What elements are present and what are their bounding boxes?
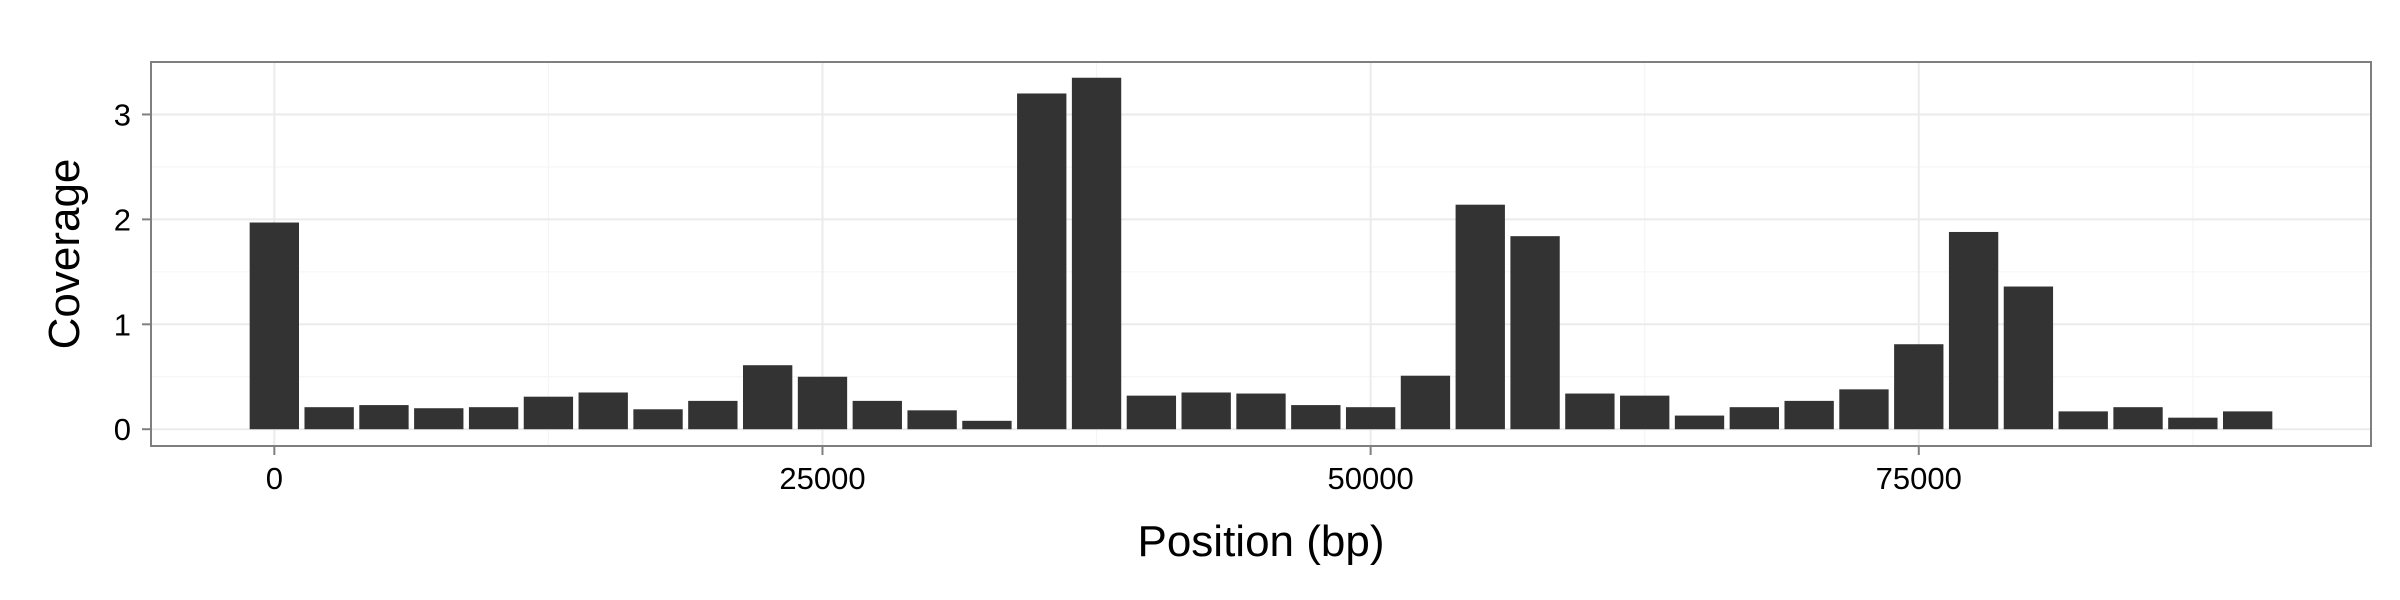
- y-tick-label: 3: [114, 97, 131, 132]
- bar: [2168, 417, 2218, 430]
- y-tick-label: 0: [114, 412, 131, 447]
- bar: [1455, 204, 1505, 430]
- y-axis-tick-labels: 0 1 2 3: [114, 97, 131, 447]
- bar: [1236, 393, 1286, 430]
- x-tick-label: 50000: [1328, 461, 1414, 496]
- bar: [578, 392, 628, 430]
- bar: [1729, 407, 1779, 430]
- x-tick-label: 25000: [779, 461, 865, 496]
- bar: [797, 376, 848, 430]
- bar: [1839, 389, 1889, 430]
- bar: [1784, 400, 1834, 430]
- bar: [359, 405, 409, 430]
- bar: [962, 420, 1012, 430]
- axis-ticks: [142, 113, 1920, 455]
- bar: [743, 365, 793, 430]
- bar: [1181, 392, 1231, 430]
- bar: [1400, 375, 1451, 430]
- bar: [523, 396, 574, 430]
- bar: [1948, 231, 1999, 430]
- x-axis-tick-labels: 0 25000 50000 75000: [266, 461, 1962, 496]
- bar: [1291, 405, 1341, 430]
- bar: [1620, 395, 1670, 430]
- bar: [1894, 344, 1944, 430]
- y-tick-label: 2: [114, 202, 131, 237]
- bar: [2058, 411, 2108, 430]
- bar: [907, 410, 957, 430]
- bar: [1674, 415, 1725, 430]
- y-tick-label: 1: [114, 307, 131, 342]
- bar: [1565, 393, 1615, 430]
- grid-lines: [151, 62, 2371, 446]
- bar: [1017, 93, 1067, 430]
- bar: [1126, 395, 1177, 430]
- x-tick-label: 75000: [1876, 461, 1962, 496]
- bar: [688, 400, 738, 430]
- plot-panel-border: [150, 61, 2372, 447]
- bar: [304, 407, 354, 430]
- bar: [633, 409, 683, 430]
- bar: [249, 222, 299, 430]
- x-axis-title: Position (bp): [1137, 517, 1384, 566]
- bar: [2223, 411, 2273, 430]
- bar: [2003, 286, 2054, 430]
- bars: [249, 77, 2273, 430]
- y-axis-title: Coverage: [40, 159, 89, 350]
- bar: [414, 408, 464, 430]
- bar: [1071, 77, 1122, 430]
- bar: [468, 407, 519, 430]
- bar: [2113, 407, 2163, 430]
- bar: [1345, 407, 1396, 430]
- bar: [852, 400, 902, 430]
- x-tick-label: 0: [266, 461, 283, 496]
- bar: [1510, 236, 1560, 430]
